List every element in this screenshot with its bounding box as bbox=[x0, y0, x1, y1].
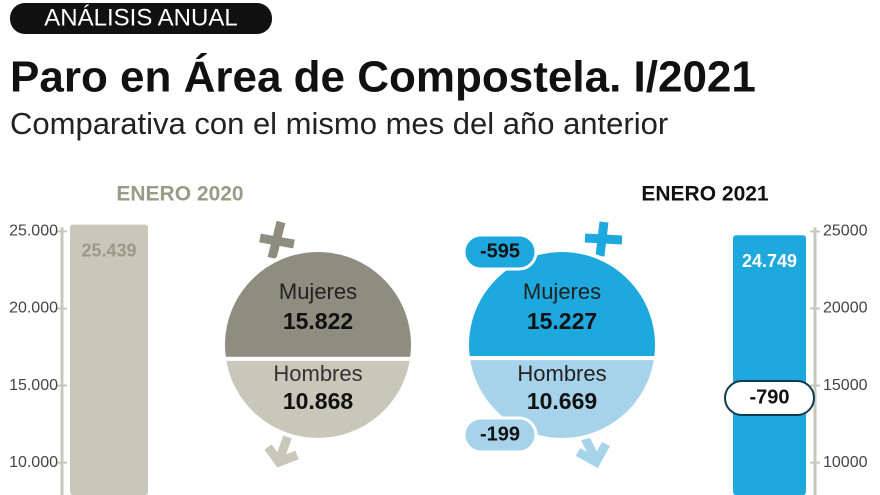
y-tick-label: 10000 bbox=[823, 454, 868, 471]
bar bbox=[70, 224, 148, 495]
female-symbol bbox=[259, 220, 295, 260]
y-tick-label: 20.000 bbox=[9, 300, 58, 317]
change-label: -595 bbox=[480, 240, 520, 262]
title: Paro en Área de Compostela. I/2021 bbox=[10, 52, 756, 102]
bar-value-label: 25.439 bbox=[81, 240, 136, 260]
category-label: Mujeres bbox=[523, 279, 601, 304]
y-tick-label: 20000 bbox=[823, 300, 868, 317]
change-label: -790 bbox=[749, 386, 789, 408]
value-label: 15.822 bbox=[283, 308, 353, 334]
y-tick-label: 15000 bbox=[823, 377, 868, 394]
value-label: 10.868 bbox=[283, 388, 354, 414]
category-label: Hombres bbox=[273, 361, 362, 386]
pie-segment bbox=[221, 248, 415, 361]
value-label: 15.227 bbox=[527, 308, 597, 334]
bar-title: ENERO 2021 bbox=[641, 183, 769, 206]
change-badge bbox=[462, 416, 538, 454]
y-tick-label: 25.000 bbox=[9, 223, 58, 240]
bar-title: ENERO 2020 bbox=[116, 183, 243, 206]
subtitle: Comparativa con el mismo mes del año ant… bbox=[10, 106, 668, 141]
value-label: 10.669 bbox=[527, 388, 597, 414]
pie-segment bbox=[221, 356, 415, 442]
change-badge bbox=[724, 380, 815, 416]
y-tick-label: 15.000 bbox=[9, 377, 58, 394]
category-label: Mujeres bbox=[279, 279, 357, 304]
y-tick-label: 10.000 bbox=[9, 454, 58, 471]
female-symbol bbox=[584, 221, 623, 257]
pie-segment bbox=[465, 248, 659, 361]
badge-bg bbox=[10, 3, 272, 34]
badge: ANÁLISIS ANUAL bbox=[44, 4, 237, 31]
change-badge bbox=[462, 233, 538, 271]
change-label: -199 bbox=[480, 423, 520, 445]
bar bbox=[733, 235, 806, 495]
category-label: Hombres bbox=[517, 361, 606, 386]
y-tick-label: 25000 bbox=[823, 223, 868, 240]
bar-value-label: 24.749 bbox=[742, 251, 797, 271]
